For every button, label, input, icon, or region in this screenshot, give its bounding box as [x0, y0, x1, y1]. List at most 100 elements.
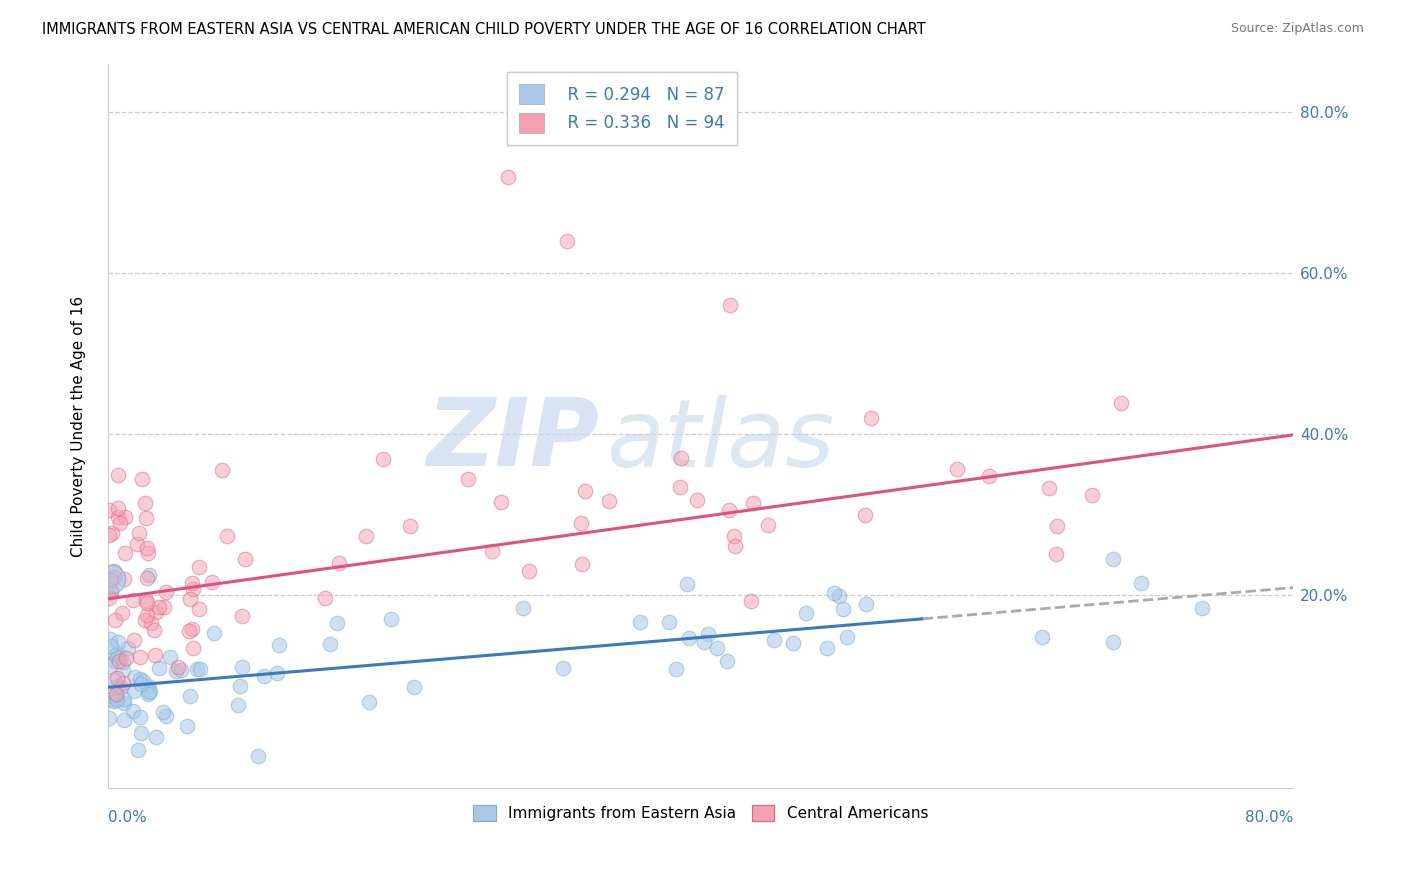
Point — [127, 537, 149, 551]
Point — [859, 411, 882, 425]
Text: IMMIGRANTS FROM EASTERN ASIA VS CENTRAL AMERICAN CHILD POVERTY UNDER THE AGE OF : IMMIGRANTS FROM EASTERN ASIA VS CENTRAL … — [42, 22, 927, 37]
Point — [319, 637, 342, 651]
Point — [211, 463, 233, 477]
Point — [122, 633, 145, 648]
Point — [141, 616, 163, 631]
Point — [127, 743, 149, 757]
Point — [103, 565, 125, 579]
Point — [186, 662, 208, 676]
Point — [782, 636, 804, 650]
Point — [402, 680, 425, 694]
Point — [143, 648, 166, 662]
Point — [946, 462, 969, 476]
Point — [98, 710, 121, 724]
Point — [148, 600, 170, 615]
Point — [138, 568, 160, 582]
Point — [145, 605, 167, 619]
Point — [181, 576, 204, 591]
Point — [104, 687, 127, 701]
Point — [201, 574, 224, 589]
Point — [837, 630, 859, 644]
Point — [108, 654, 131, 668]
Point — [108, 516, 131, 530]
Point — [266, 666, 288, 681]
Point — [571, 557, 593, 571]
Point — [828, 589, 851, 603]
Point — [98, 502, 121, 516]
Point — [107, 646, 129, 660]
Point — [517, 564, 540, 578]
Point — [100, 573, 122, 587]
Point — [105, 650, 128, 665]
Point — [98, 658, 121, 673]
Point — [457, 472, 479, 486]
Point — [135, 571, 157, 585]
Point — [756, 517, 779, 532]
Point — [134, 496, 156, 510]
Point — [170, 663, 193, 677]
Point — [371, 452, 394, 467]
Point — [100, 585, 122, 599]
Point — [110, 680, 132, 694]
Point — [685, 492, 707, 507]
Point — [98, 591, 121, 605]
Point — [112, 676, 135, 690]
Point — [1038, 481, 1060, 495]
Point — [100, 632, 122, 646]
Point — [122, 593, 145, 607]
Point — [252, 669, 274, 683]
Point — [104, 648, 127, 663]
Point — [979, 469, 1001, 483]
Point — [481, 544, 503, 558]
Point — [718, 298, 741, 312]
Point — [129, 725, 152, 739]
Point — [105, 671, 128, 685]
Point — [717, 503, 740, 517]
Point — [128, 672, 150, 686]
Point — [229, 679, 252, 693]
Point — [114, 509, 136, 524]
Point — [246, 748, 269, 763]
Point — [122, 683, 145, 698]
Point — [357, 695, 380, 709]
Point — [1129, 576, 1152, 591]
Point — [138, 679, 160, 693]
Point — [231, 659, 253, 673]
Point — [132, 674, 155, 689]
Point — [706, 640, 728, 655]
Point — [117, 641, 139, 656]
Point — [815, 641, 838, 656]
Point — [152, 706, 174, 720]
Point — [100, 639, 122, 653]
Point — [1081, 488, 1104, 502]
Point — [107, 510, 129, 524]
Point — [762, 632, 785, 647]
Point — [496, 169, 519, 184]
Point — [131, 472, 153, 486]
Point — [167, 660, 190, 674]
Point — [740, 594, 762, 608]
Point — [176, 719, 198, 733]
Point — [98, 693, 121, 707]
Point — [107, 635, 129, 649]
Point — [136, 687, 159, 701]
Point — [823, 585, 845, 599]
Point — [512, 600, 534, 615]
Text: 80.0%: 80.0% — [1244, 810, 1294, 824]
Point — [658, 615, 681, 630]
Point — [104, 654, 127, 668]
Point — [716, 654, 738, 668]
Point — [742, 496, 765, 510]
Point — [134, 613, 156, 627]
Point — [1191, 600, 1213, 615]
Point — [179, 690, 201, 704]
Point — [153, 600, 176, 615]
Point — [693, 635, 716, 649]
Point — [105, 691, 128, 706]
Point — [112, 696, 135, 710]
Point — [1101, 635, 1123, 649]
Point — [235, 551, 257, 566]
Point — [107, 467, 129, 482]
Point — [678, 632, 700, 646]
Point — [165, 665, 187, 679]
